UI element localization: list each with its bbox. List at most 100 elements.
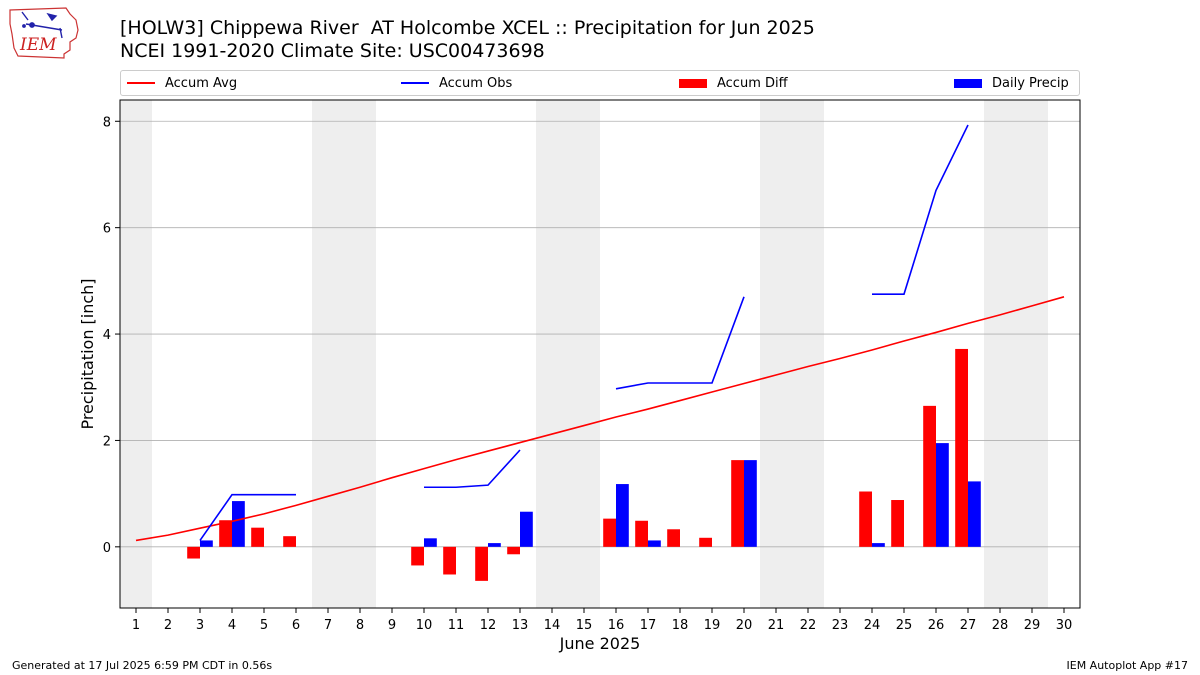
legend-swatch-accum-avg xyxy=(127,82,155,84)
accum-diff-bar-day-10 xyxy=(411,546,424,566)
plot-frame xyxy=(119,99,1081,609)
accum-diff-bar-day-11 xyxy=(443,546,456,575)
app-credit: IEM Autoplot App #17 xyxy=(1066,659,1189,672)
x-tick-label-20: 20 xyxy=(736,618,753,633)
accum-diff-bar-day-19 xyxy=(699,537,712,547)
accum-obs-line-segment-4 xyxy=(872,124,969,295)
x-axis-label: June 2025 xyxy=(559,634,641,653)
weekend-shading xyxy=(120,100,1048,608)
x-tick-label-17: 17 xyxy=(640,618,657,633)
x-tick-label-21: 21 xyxy=(768,618,785,633)
legend-label-daily-precip: Daily Precip xyxy=(992,75,1069,91)
legend-label-accum-diff: Accum Diff xyxy=(717,75,788,91)
x-tick-label-13: 13 xyxy=(512,618,529,633)
x-tick-label-22: 22 xyxy=(800,618,817,633)
accum-diff-bar-day-24 xyxy=(859,491,872,547)
y-tick-label-6: 6 xyxy=(103,222,111,237)
daily-precip-bar-day-27 xyxy=(968,481,981,547)
weekend-band-8 xyxy=(344,100,376,608)
y-tick-label-0: 0 xyxy=(103,541,111,556)
x-tick-label-3: 3 xyxy=(196,618,204,633)
daily-precip-bar-day-26 xyxy=(936,443,949,547)
weekend-band-14 xyxy=(536,100,568,608)
legend-item-accum-diff: Accum Diff xyxy=(679,71,788,95)
x-tick-label-29: 29 xyxy=(1024,618,1041,633)
weekend-band-1 xyxy=(120,100,152,608)
accum-avg-line xyxy=(135,296,1065,542)
iem-logo: IEM xyxy=(9,7,79,59)
x-tick-label-28: 28 xyxy=(992,618,1009,633)
x-tick-label-1: 1 xyxy=(132,618,140,633)
x-tick-label-7: 7 xyxy=(324,618,332,633)
accum-diff-bar-day-16 xyxy=(603,518,616,547)
x-tick-label-27: 27 xyxy=(960,618,977,633)
weekend-band-15 xyxy=(568,100,600,608)
legend-label-accum-obs: Accum Obs xyxy=(439,75,513,91)
weekend-band-29 xyxy=(1016,100,1048,608)
chart-subtitle: NCEI 1991-2020 Climate Site: USC00473698 xyxy=(120,40,545,62)
x-tick-label-5: 5 xyxy=(260,618,268,633)
logo-text: IEM xyxy=(19,35,57,55)
iowa-outline-icon xyxy=(9,7,79,59)
x-tick-label-15: 15 xyxy=(576,618,593,633)
legend: Accum Avg Accum Obs Accum Diff Daily Pre… xyxy=(120,70,1080,96)
x-tick-label-14: 14 xyxy=(544,618,561,633)
x-axis-ticks: 1 2 3 4 5 6 7 8 9 10 11 12 13 14 15 16 17 18 19 20 21 22 23 24 2… xyxy=(132,608,1072,633)
y-axis-ticks: 0 2 4 6 8 xyxy=(103,115,120,556)
legend-item-accum-avg: Accum Avg xyxy=(127,71,237,95)
daily-precip-bar-day-20 xyxy=(744,460,757,547)
x-tick-label-9: 9 xyxy=(388,618,396,633)
accum-diff-bar-day-5 xyxy=(251,527,264,547)
x-tick-label-26: 26 xyxy=(928,618,945,633)
lines xyxy=(135,124,1065,542)
daily-precip-bar-day-13 xyxy=(520,511,533,547)
daily-precip-bar-day-3 xyxy=(200,540,213,547)
x-tick-label-4: 4 xyxy=(228,618,236,633)
gridlines xyxy=(120,120,1080,548)
accum-diff-bar-day-17 xyxy=(635,520,648,547)
x-tick-label-23: 23 xyxy=(832,618,849,633)
x-tick-label-11: 11 xyxy=(448,618,465,633)
accum-diff-bar-day-12 xyxy=(475,546,488,581)
bars xyxy=(187,348,981,581)
accum-diff-bar-day-3 xyxy=(187,546,200,559)
x-tick-label-19: 19 xyxy=(704,618,721,633)
chart-title: [HOLW3] Chippewa River AT Holcombe XCEL … xyxy=(120,17,815,39)
daily-precip-bar-day-10 xyxy=(424,538,437,547)
x-tick-label-30: 30 xyxy=(1056,618,1073,633)
accum-diff-bar-day-4 xyxy=(219,520,232,547)
x-tick-label-8: 8 xyxy=(356,618,364,633)
legend-item-accum-obs: Accum Obs xyxy=(401,71,512,95)
accum-diff-bar-day-25 xyxy=(891,500,904,547)
y-tick-label-2: 2 xyxy=(103,434,111,449)
weekend-band-28 xyxy=(984,100,1016,608)
accum-diff-bar-day-27 xyxy=(955,348,968,547)
x-tick-label-18: 18 xyxy=(672,618,689,633)
accum-obs-line-segment-1 xyxy=(199,493,296,541)
daily-precip-bar-day-16 xyxy=(616,484,629,547)
accum-diff-bar-day-20 xyxy=(731,460,744,547)
weather-station-icon xyxy=(21,11,63,39)
accum-obs-line-segment-3 xyxy=(615,296,745,390)
y-tick-label-8: 8 xyxy=(103,115,111,130)
x-tick-label-2: 2 xyxy=(164,618,172,633)
legend-swatch-daily-precip xyxy=(954,78,982,88)
legend-swatch-accum-obs xyxy=(401,82,429,84)
accum-diff-bar-day-6 xyxy=(283,536,296,547)
legend-item-daily-precip: Daily Precip xyxy=(954,71,1069,95)
accum-diff-bar-day-26 xyxy=(923,405,936,547)
x-tick-label-12: 12 xyxy=(480,618,497,633)
x-tick-label-16: 16 xyxy=(608,618,625,633)
y-axis-label: Precipitation [inch] xyxy=(78,278,97,429)
daily-precip-bar-day-24 xyxy=(872,543,885,547)
daily-precip-bar-day-17 xyxy=(648,540,661,547)
legend-swatch-accum-diff xyxy=(679,78,707,88)
x-tick-label-6: 6 xyxy=(292,618,300,633)
generated-timestamp: Generated at 17 Jul 2025 6:59 PM CDT in … xyxy=(12,659,273,672)
accum-diff-bar-day-13 xyxy=(507,546,520,555)
daily-precip-bar-day-4 xyxy=(232,501,245,547)
legend-label-accum-avg: Accum Avg xyxy=(165,75,238,91)
weekend-band-7 xyxy=(312,100,344,608)
daily-precip-bar-day-12 xyxy=(488,543,501,547)
